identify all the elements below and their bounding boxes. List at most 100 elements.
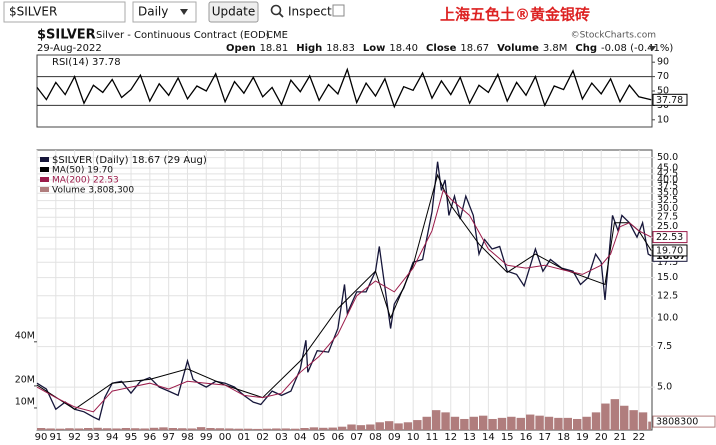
volume-bar [469,416,478,430]
volume-bar [225,428,234,430]
y-tick-label: 40.0 [657,174,678,185]
x-tick-label: 92 [68,432,81,443]
symbol-input-text: $SILVER [9,5,57,19]
y-tick-label: 12.5 [657,290,678,301]
last-value-label: 19.70 [656,245,683,256]
volume-bar [620,405,629,430]
volume-bar [149,427,159,430]
x-tick-label: 98 [181,432,194,443]
volume-bar [74,428,84,430]
last-value-tag [652,93,688,106]
volume-bar [610,399,620,430]
update-button[interactable] [208,1,259,23]
y-tick-label: 15.0 [657,272,678,283]
quote-label: Open [226,43,256,54]
inspect-checkbox[interactable] [332,4,345,17]
last-value-label: 37.78 [656,95,683,106]
x-tick-label: 17 [538,432,551,443]
legend-swatch [40,157,49,162]
volume-bar [55,428,65,430]
x-tick-label: 03 [275,432,288,443]
update-button-text: Update [212,5,255,19]
x-tick-label: 01 [238,432,251,443]
volume-bar [554,417,563,430]
last-value-tag [652,231,688,244]
header-exchange: CME [266,30,288,41]
volume-bar [112,428,121,430]
volume-bar [262,428,272,430]
quote-label: Low [363,43,385,54]
volume-bar [178,428,187,430]
price-line [36,189,652,413]
y-tick-label: 90 [657,57,669,68]
period-select[interactable] [132,1,197,23]
quote-label: Close [426,43,457,54]
volume-bar [460,418,469,430]
volume-bar [37,428,46,430]
volume-bar [366,424,375,430]
volume-bar [337,426,347,430]
x-tick-label: 16 [520,432,533,443]
volume-bar [573,418,582,430]
volume-bar [450,416,460,430]
y2-tick-label: 40M [15,330,35,341]
symbol-input[interactable] [3,1,126,23]
x-tick-label: 07 [350,432,363,443]
quote-value: 3.8M [543,43,568,54]
inspect-label: Inspect [288,5,332,19]
legend-swatch [40,177,49,182]
x-tick-label: 11 [426,432,439,443]
x-tick-label: 02 [256,432,269,443]
volume-bar [46,428,55,430]
volume-bar [582,416,591,430]
volume-bar [309,427,319,430]
last-value-label: 22.53 [656,232,683,243]
volume-bar [431,410,441,430]
x-tick-label: 19 [576,432,589,443]
volume-bar [441,412,450,430]
x-tick-label: 93 [87,432,100,443]
x-tick-label: 94 [106,432,119,443]
x-tick-label: 13 [463,432,476,443]
volume-bar [488,418,497,430]
quote-value: 18.81 [260,43,289,54]
quote: Open 18.81 High 18.83 Low 18.40 Close 18.67 Volu… [226,43,673,54]
volume-bar [328,427,337,430]
volume-bar [347,424,356,430]
header-date: 29-Aug-2022 [37,43,102,54]
volume-bar [319,427,328,430]
x-tick-label: 05 [313,432,326,443]
volume-bar [215,428,225,430]
volume-bar [563,417,573,430]
volume-bar [272,428,281,430]
volume-bar [281,428,290,430]
volume-bar [384,421,394,430]
price-line [36,173,652,410]
y-tick-label: 50 [657,86,669,97]
quote-value: 18.83 [326,43,355,54]
x-tick-label: 96 [143,432,156,443]
volume-bar [375,422,384,430]
volume-bar [290,428,300,430]
y2-tick-label: 20M [15,374,35,385]
volume-bar [102,428,112,430]
quote-value: 18.67 [460,43,489,54]
y-tick-label: 10.0 [657,313,678,324]
volume-bar [65,428,74,430]
x-tick-label: 99 [200,432,213,443]
volume-bar [544,416,554,430]
quote-label: High [296,43,322,54]
y-tick-label: 45.0 [657,163,678,174]
legend-entry: $SILVER (Daily) 18.67 (29 Aug) [52,155,207,166]
volume-bar [507,416,516,430]
legend-swatch [40,187,49,192]
x-tick-label: 09 [388,432,401,443]
volume-bar [234,428,243,430]
y-tick-label: 25.0 [657,221,678,232]
x-tick-label: 91 [49,432,62,443]
header-credit: ©StockCharts.com [571,31,656,41]
last-value-label: 3808300 [656,417,698,428]
